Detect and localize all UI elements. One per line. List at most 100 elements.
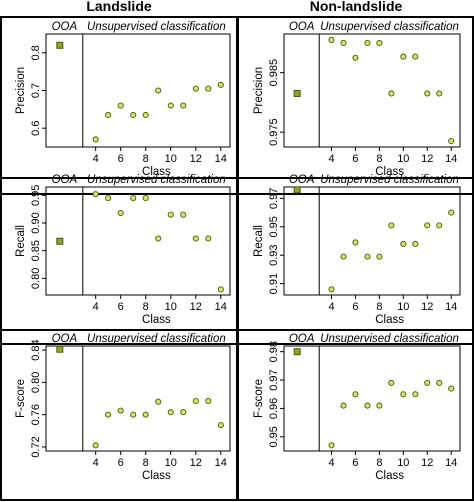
data-point xyxy=(192,235,199,242)
x-tick-label: 4 xyxy=(93,457,99,469)
y-axis-label: Recall xyxy=(15,225,27,257)
plot-area xyxy=(283,186,461,296)
data-point xyxy=(92,136,99,143)
y-tick-label: 0.90 xyxy=(30,212,42,233)
plot-area xyxy=(45,186,231,296)
y-tick-label: 0.80 xyxy=(30,372,42,393)
x-tick-label: 4 xyxy=(328,301,334,313)
column-title-nonlandslide: Non-landslide xyxy=(310,0,403,14)
x-tick-label: 4 xyxy=(328,153,334,165)
x-axis-label: Class xyxy=(375,470,404,482)
y-tick-label: 0.6 xyxy=(30,121,42,136)
y-axis-label: F-score xyxy=(253,379,265,418)
data-point xyxy=(364,39,371,46)
x-tick-label: 6 xyxy=(352,301,358,313)
chart-panel-2: OOA Unsupervised classification 0.975 0.985… xyxy=(237,16,474,195)
y-tick-label: 0.7 xyxy=(30,83,42,98)
data-point xyxy=(117,209,124,217)
x-axis-label: Class xyxy=(142,314,171,326)
y-axis-label: Recall xyxy=(253,225,265,257)
x-tick-label: 12 xyxy=(421,153,433,165)
data-point xyxy=(217,81,224,88)
y-tick-label: 0.96 xyxy=(268,398,280,419)
data-point xyxy=(352,239,359,246)
plot-area xyxy=(45,345,231,452)
y-tick-label: 0.85 xyxy=(30,240,42,261)
x-axis-label: Class xyxy=(142,166,171,178)
x-tick-label: 14 xyxy=(445,457,457,469)
data-point xyxy=(167,409,174,416)
y-tick-label: 0.76 xyxy=(30,404,42,425)
data-point xyxy=(340,253,347,260)
unsupervised-section-label: Unsupervised classification xyxy=(320,174,459,186)
panel-border xyxy=(237,16,474,195)
y-tick-label: 0.95 xyxy=(30,185,42,206)
chart-panel-5: OOA Unsupervised classification 0.72 0.76 0.… xyxy=(0,329,238,501)
ooa-section-label: OOA xyxy=(52,21,78,33)
y-tick-label: 0.91 xyxy=(268,273,280,294)
data-point xyxy=(400,240,407,247)
ooa-point xyxy=(293,89,301,97)
data-point xyxy=(142,411,149,418)
data-point xyxy=(436,222,443,229)
data-point xyxy=(424,379,431,386)
data-point xyxy=(130,195,137,202)
data-point xyxy=(117,102,124,109)
panels-grid: OOA Unsupervised classification 0.6 0.7 0.84… xyxy=(0,16,474,501)
data-point xyxy=(105,195,112,202)
ooa-point xyxy=(293,186,301,194)
unsupervised-section-label: Unsupervised classification xyxy=(320,21,459,33)
data-point xyxy=(436,379,443,386)
data-point xyxy=(205,397,212,404)
data-point xyxy=(180,409,187,416)
y-tick-label: 0.98 xyxy=(268,341,280,362)
x-tick-label: 4 xyxy=(93,301,99,313)
x-axis-label: Class xyxy=(375,166,404,178)
plot-area xyxy=(45,33,231,148)
data-point xyxy=(412,240,419,247)
data-point xyxy=(180,211,187,218)
ooa-section-label: OOA xyxy=(52,333,78,345)
y-tick-label: 0.72 xyxy=(30,436,42,457)
panel-border xyxy=(237,177,474,345)
data-point xyxy=(92,442,99,449)
data-point xyxy=(105,411,112,418)
x-tick-label: 14 xyxy=(445,153,457,165)
x-tick-label: 8 xyxy=(376,301,382,313)
x-tick-label: 8 xyxy=(143,301,149,313)
ooa-section-label: OOA xyxy=(289,333,315,345)
chart-panel-6: OOA Unsupervised classification 0.95 0.96 0.… xyxy=(237,329,474,501)
x-axis-label: Class xyxy=(142,470,171,482)
y-axis-label: Precision xyxy=(253,67,265,114)
unsupervised-section-label: Unsupervised classification xyxy=(87,333,226,345)
y-tick-label: 0.97 xyxy=(268,369,280,390)
data-point xyxy=(364,402,371,409)
data-point xyxy=(105,111,112,119)
y-axis-label: F-score xyxy=(15,379,27,418)
data-point xyxy=(167,211,174,218)
data-point xyxy=(388,222,395,229)
x-tick-label: 8 xyxy=(376,457,382,469)
x-tick-label: 12 xyxy=(421,301,433,313)
data-point xyxy=(328,286,335,293)
data-point xyxy=(192,397,199,404)
data-point xyxy=(117,407,124,414)
data-point xyxy=(364,253,371,260)
data-point xyxy=(436,90,443,97)
x-tick-label: 14 xyxy=(215,153,227,165)
x-tick-label: 10 xyxy=(397,301,409,313)
y-tick-label: 0.84 xyxy=(30,339,42,360)
y-tick-label: 0.93 xyxy=(268,244,280,265)
x-tick-label: 10 xyxy=(165,153,177,165)
data-point xyxy=(217,422,224,429)
x-tick-label: 6 xyxy=(352,153,358,165)
data-point xyxy=(376,39,383,46)
data-point xyxy=(155,87,162,94)
plot-area xyxy=(283,345,461,452)
x-tick-label: 12 xyxy=(190,301,202,313)
unsupervised-section-label: Unsupervised classification xyxy=(320,333,459,345)
x-tick-label: 12 xyxy=(421,457,433,469)
data-point xyxy=(217,286,224,293)
ooa-section-label: OOA xyxy=(289,174,315,186)
